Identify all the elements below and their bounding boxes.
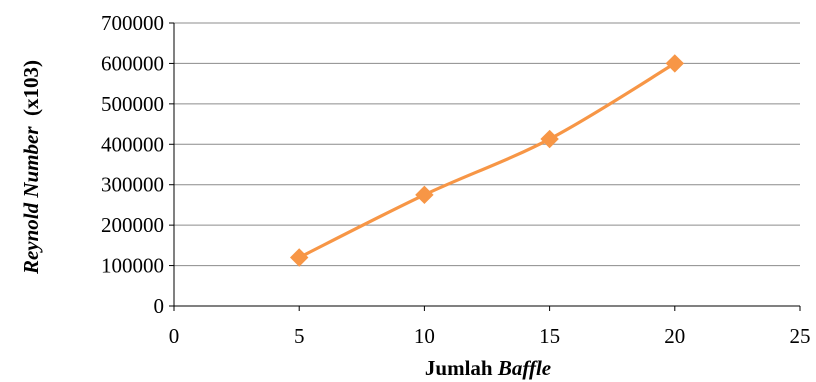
y-tick-label-1: 100000 xyxy=(101,254,164,278)
x-tick-label-1: 5 xyxy=(294,324,305,348)
x-tick-labels: 0 5 10 15 20 25 xyxy=(169,324,811,348)
axes xyxy=(169,22,801,311)
x-tick-label-2: 10 xyxy=(414,324,435,348)
y-tick-label-5: 500000 xyxy=(101,92,164,116)
y-axis-title: Reynold Number (x103) xyxy=(19,60,43,275)
x-tick-label-3: 15 xyxy=(539,324,560,348)
x-tick-label-0: 0 xyxy=(169,324,180,348)
x-tick-label-4: 20 xyxy=(664,324,685,348)
series-line-0 xyxy=(298,62,676,259)
y-tick-label-4: 400000 xyxy=(101,132,164,156)
y-tick-label-2: 200000 xyxy=(101,213,164,237)
data-point-1 xyxy=(415,185,434,205)
y-tick-label-7: 700000 xyxy=(101,11,164,35)
data-point-2 xyxy=(540,129,559,149)
x-tick-label-5: 25 xyxy=(790,324,811,348)
y-tick-label-6: 600000 xyxy=(101,51,164,75)
series xyxy=(289,54,685,267)
data-point-3 xyxy=(665,54,685,73)
gridlines xyxy=(174,22,800,267)
x-axis-title: Jumlah Baffle xyxy=(425,356,551,380)
y-tick-labels: 0 100000 200000 300000 400000 500000 600000 700… xyxy=(101,11,164,318)
y-tick-label-3: 300000 xyxy=(101,173,164,197)
y-tick-label-0: 0 xyxy=(154,294,165,318)
data-point-0 xyxy=(289,248,309,267)
